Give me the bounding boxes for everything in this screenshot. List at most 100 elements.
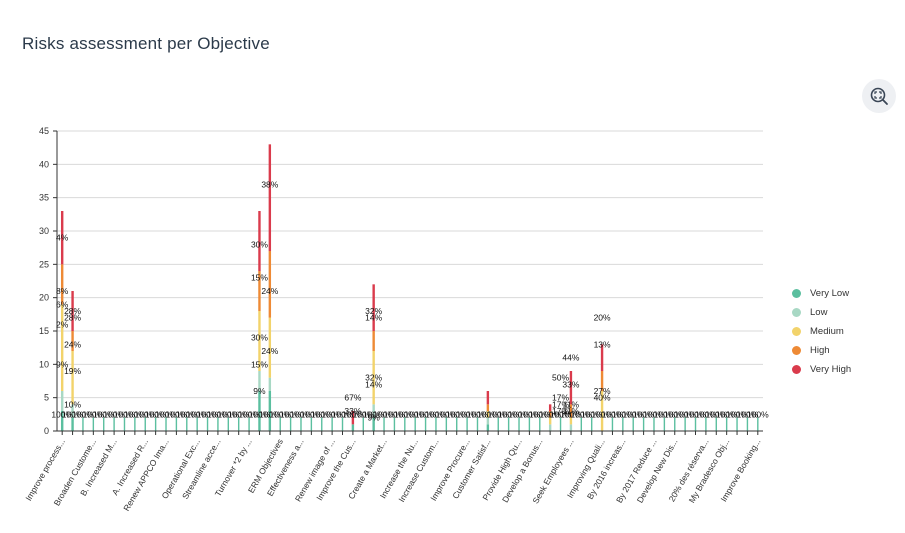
baseline-label: 100% xyxy=(373,409,395,419)
bar-stub xyxy=(736,417,738,431)
bar-segment xyxy=(486,417,490,425)
bar-segment xyxy=(351,424,355,431)
bar-stub xyxy=(653,417,655,431)
legend-item-medium[interactable]: Medium xyxy=(792,322,851,341)
data-label: 17% xyxy=(552,393,569,403)
baseline-label: 100% xyxy=(435,409,457,419)
bar-segment xyxy=(268,144,272,251)
bar-segment xyxy=(548,417,552,425)
baseline-label: 100% xyxy=(352,409,374,419)
bar-segment xyxy=(486,411,490,418)
baseline-label: 100% xyxy=(321,409,343,419)
baseline-label: 100% xyxy=(415,409,437,419)
baseline-label: 100% xyxy=(446,409,468,419)
legend-item-low[interactable]: Low xyxy=(792,303,851,322)
data-label: 32% xyxy=(365,373,382,383)
baseline-label: 100% xyxy=(685,409,707,419)
y-tick-label: 5 xyxy=(44,393,49,403)
bar-stub xyxy=(746,417,749,431)
baseline-label: 100% xyxy=(217,409,239,419)
bar-segment xyxy=(548,404,552,411)
baseline-label: 100% xyxy=(726,409,748,419)
data-label: 14% xyxy=(365,379,382,389)
baseline-label: 100% xyxy=(633,409,655,419)
baseline-label: 100% xyxy=(290,409,312,419)
bar-stub xyxy=(632,417,634,431)
y-tick-label: 30 xyxy=(39,226,49,236)
bar-stub xyxy=(559,417,562,431)
bar-segment xyxy=(372,331,375,351)
bar-segment xyxy=(258,311,261,371)
legend-label: Very High xyxy=(810,364,852,375)
bar-segment xyxy=(486,404,490,411)
bar-segment xyxy=(569,424,573,431)
bar-segment xyxy=(486,391,490,405)
bar-stub xyxy=(404,417,406,431)
bar-segment xyxy=(351,411,355,425)
bar-segment xyxy=(372,404,375,418)
y-tick-label: 40 xyxy=(39,159,49,169)
bar-stub xyxy=(165,417,167,431)
bar-stub xyxy=(715,417,717,431)
bar-stub xyxy=(237,417,240,431)
bar-stub xyxy=(725,417,728,431)
bar-stub xyxy=(300,417,302,431)
bar-stub xyxy=(144,417,146,431)
bar-stub xyxy=(507,417,510,431)
bar-stub xyxy=(435,417,437,431)
bar-stub xyxy=(611,417,614,431)
zoom-button[interactable] xyxy=(862,79,896,113)
data-label: 14% xyxy=(365,313,382,323)
bar-segment xyxy=(71,417,74,431)
data-label: 24% xyxy=(261,286,278,296)
baseline-label: 100% xyxy=(716,409,738,419)
baseline-label: 100% xyxy=(519,409,541,419)
baseline-label: 100% xyxy=(124,409,146,419)
bar-segment xyxy=(268,377,272,391)
legend-item-very-low[interactable]: Very Low xyxy=(792,284,851,303)
legend-item-high[interactable]: High xyxy=(792,341,851,360)
bar-stub xyxy=(362,417,364,431)
bar-segment xyxy=(71,351,74,405)
baseline-label: 100% xyxy=(82,409,104,419)
bar-stub xyxy=(217,417,219,431)
bar-segment xyxy=(600,391,604,431)
data-label: 17% xyxy=(552,399,569,409)
data-label: 6% xyxy=(56,299,69,309)
bar-segment xyxy=(71,331,74,351)
data-label: 15% xyxy=(251,273,268,283)
bar-stub xyxy=(154,417,157,431)
baseline-label: 100% xyxy=(228,409,250,419)
bar-stub xyxy=(674,417,676,431)
data-label: 20% xyxy=(594,313,611,323)
baseline-label: 100% xyxy=(249,409,271,419)
y-tick-label: 20 xyxy=(39,293,49,303)
data-label: 24% xyxy=(64,339,81,349)
bar-stub xyxy=(684,417,686,431)
legend-dot-high xyxy=(792,346,801,355)
baseline-label: 100% xyxy=(176,409,198,419)
y-tick-label: 35 xyxy=(39,193,49,203)
baseline-label: 100% xyxy=(570,409,592,419)
baseline-label: 100% xyxy=(259,409,281,419)
bar-stub xyxy=(289,417,292,431)
bar-stub xyxy=(279,417,281,431)
legend-item-very-high[interactable]: Very High xyxy=(792,360,851,379)
bar-stub xyxy=(206,417,209,431)
baseline-label: 100% xyxy=(550,409,572,419)
baseline-label: 100% xyxy=(653,409,675,419)
bar-segment xyxy=(548,424,552,431)
x-axis: Improve process...Broaden Custome...B. I… xyxy=(23,430,763,513)
baseline-label: 100% xyxy=(145,409,167,419)
bar-stub xyxy=(186,417,188,431)
baseline-label: 100% xyxy=(186,409,208,419)
bar-stub xyxy=(196,417,198,431)
bar-segment xyxy=(60,391,64,411)
baseline-label: 100% xyxy=(332,409,354,419)
baseline-label: 100% xyxy=(664,409,686,419)
bar-segment xyxy=(258,371,261,391)
data-label: 10% xyxy=(64,399,81,409)
baseline-label: 100% xyxy=(363,409,385,419)
bar-stub xyxy=(248,417,250,431)
bar-stub xyxy=(456,417,458,431)
